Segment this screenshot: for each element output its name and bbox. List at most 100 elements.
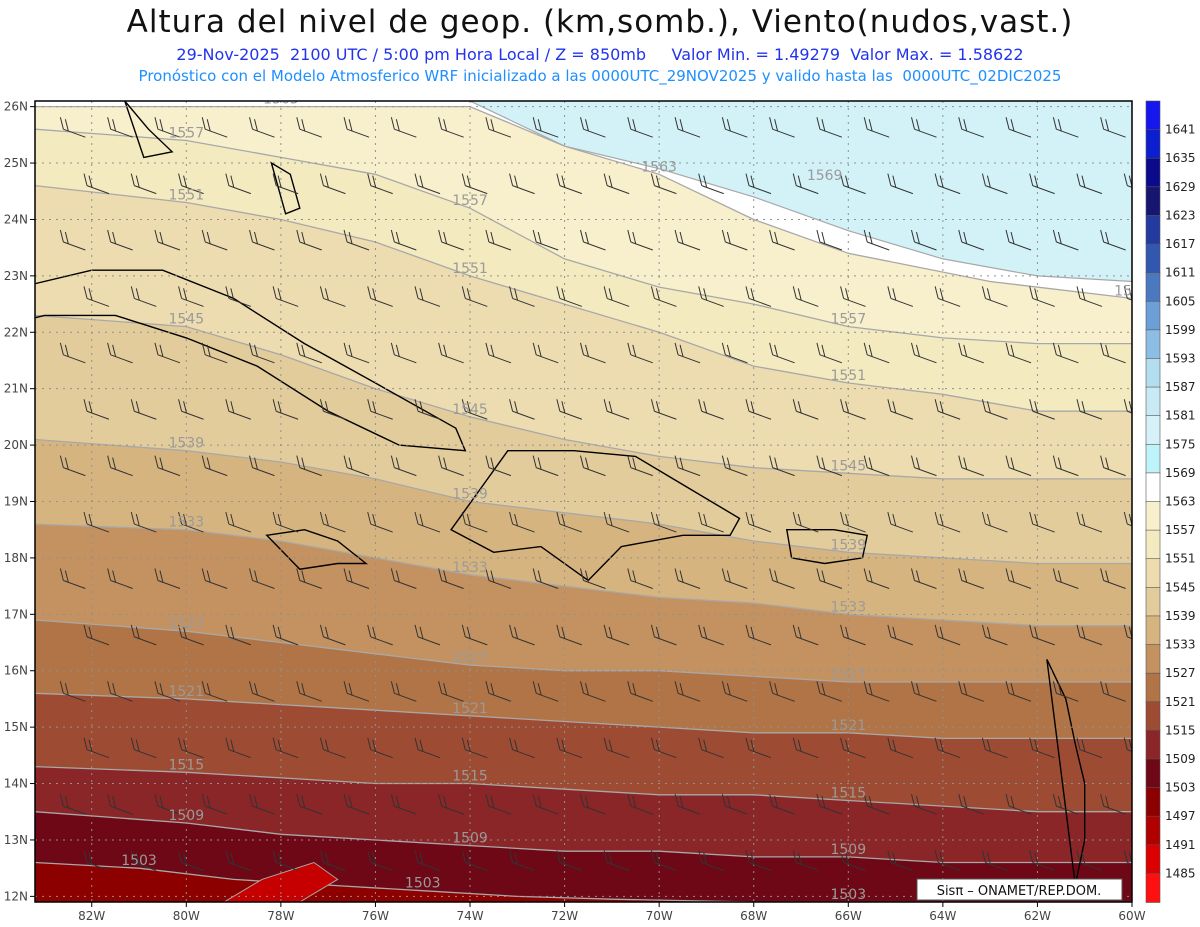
wind-barb (532, 455, 559, 477)
y-tick-label: 22N (4, 325, 28, 339)
wind-barb (532, 681, 559, 702)
wind-barb (296, 568, 322, 589)
wind-barb (509, 511, 535, 533)
wind-barb (532, 117, 559, 138)
wind-barb (319, 286, 346, 307)
contour-label: 1509 (830, 842, 866, 858)
wind-barb (532, 793, 559, 815)
wind-barb (721, 117, 748, 138)
wind-barb (107, 117, 133, 138)
wind-barb (911, 568, 937, 589)
colorbar-label: 1605 (1165, 294, 1196, 308)
wind-barb (296, 229, 322, 251)
wind-barb (461, 511, 488, 533)
wind-barb (745, 399, 772, 420)
plot-area: 1563 1563 1563 1557 1557 1557 1551 1551 1551 1545… (35, 101, 1150, 902)
wind-barb (343, 681, 370, 702)
wind-barb (201, 568, 228, 589)
contour-label: 1521 (452, 701, 488, 717)
wind-barb (745, 624, 772, 646)
wind-barb (721, 342, 748, 364)
wind-barb (840, 624, 866, 646)
colorbar-swatch (1145, 472, 1161, 503)
wind-barb (1076, 737, 1103, 759)
colorbar-swatch (1145, 701, 1161, 732)
contour-label: 1545 (830, 458, 866, 474)
y-tick-label: 13N (4, 833, 28, 847)
wind-barb (296, 681, 322, 702)
wind-barb (1029, 399, 1055, 420)
wind-barb (225, 173, 252, 195)
wind-barb (556, 173, 583, 195)
wind-barb (390, 117, 417, 138)
wind-barb (1029, 624, 1055, 646)
wind-barb (461, 173, 488, 195)
contour-label: 1563 (1114, 283, 1150, 299)
contour-label: 1503 (405, 876, 441, 892)
contour-label: 1557 (168, 125, 204, 141)
wind-barb (792, 173, 819, 195)
wind-barb (1076, 286, 1103, 307)
wind-barb (1076, 399, 1103, 420)
colorbar-label: 1575 (1165, 437, 1196, 451)
wind-barb (154, 342, 181, 364)
wind-barb (319, 624, 346, 646)
wind-barb (249, 681, 275, 702)
colorbar-swatch (1145, 358, 1161, 388)
colorbar-label: 1557 (1165, 523, 1196, 537)
colorbar-swatch (1145, 329, 1161, 360)
wind-barb (83, 286, 110, 307)
wind-barb (887, 173, 914, 195)
wind-barb (509, 399, 535, 420)
colorbar-swatch (1145, 558, 1161, 589)
coastline-andros (270, 161, 301, 215)
x-tick-label: 72W (551, 909, 578, 923)
wind-barb (178, 737, 204, 759)
wind-barb (721, 568, 748, 589)
colorbar-label: 1551 (1165, 552, 1196, 566)
coastline-florida (124, 101, 174, 159)
x-tick-label: 76W (362, 909, 389, 923)
wind-barb (1005, 229, 1032, 251)
wind-barb (958, 793, 984, 815)
y-tick-label: 24N (4, 212, 28, 226)
colorbar-swatch (1145, 758, 1161, 789)
wind-barb (178, 511, 204, 533)
wind-barb (603, 173, 630, 195)
wind-barb (1052, 681, 1079, 702)
wind-barb (603, 286, 630, 307)
wind-barb (816, 117, 843, 138)
wind-barb (59, 117, 86, 138)
wind-barb (1052, 342, 1079, 364)
wind-barb (1029, 511, 1055, 533)
wind-barb (769, 455, 795, 477)
wind-barb (911, 793, 937, 815)
wind-barb (225, 399, 252, 420)
wind-barb (887, 737, 914, 759)
wind-barb (1029, 737, 1055, 759)
wind-barb (816, 229, 843, 251)
wind-barb (367, 737, 393, 759)
wind-barb (532, 342, 559, 364)
wind-barb (911, 681, 937, 702)
wind-barb (367, 511, 393, 533)
wind-barb (934, 286, 961, 307)
wind-barb (698, 399, 724, 420)
wind-barb (461, 737, 488, 759)
wind-barb (509, 737, 535, 759)
wind-barb (201, 342, 228, 364)
x-tick-label: 66W (835, 909, 862, 923)
wind-barb (1100, 793, 1126, 815)
wind-barb (59, 229, 86, 251)
contour-label: 1539 (168, 436, 204, 452)
wind-barb (580, 117, 606, 138)
wind-barb (792, 850, 819, 871)
wind-barb (1052, 229, 1079, 251)
wind-barb (958, 455, 984, 477)
wind-barb (840, 511, 866, 533)
colorbar-swatch (1145, 787, 1161, 817)
wind-barb (911, 117, 937, 138)
contour-label: 1551 (830, 368, 866, 384)
contour-1509 (35, 811, 1132, 864)
